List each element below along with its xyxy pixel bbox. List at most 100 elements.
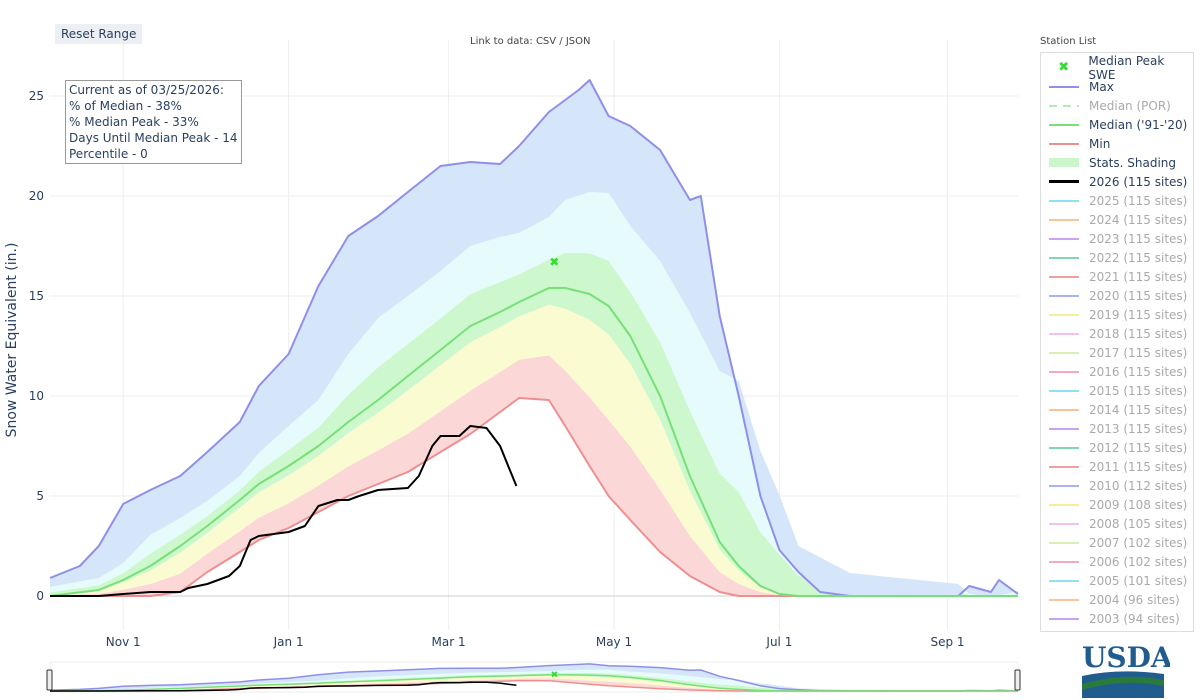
legend-label: 2014 (115 sites) <box>1089 402 1188 417</box>
info-line: % of Median - 38% <box>69 99 182 113</box>
legend-label: 2005 (101 sites) <box>1089 573 1188 588</box>
legend-swatch-icon <box>1049 104 1079 107</box>
legend-swatch-icon <box>1049 218 1079 221</box>
legend-swatch-icon <box>1049 579 1079 582</box>
median-peak-marker: ✖ <box>549 255 559 269</box>
legend-item[interactable]: 2025 (115 sites) <box>1041 191 1193 210</box>
legend-title: Station List <box>1040 36 1097 47</box>
legend-item[interactable]: Median (POR) <box>1041 96 1193 115</box>
x-tick-label: May 1 <box>596 635 632 649</box>
legend-swatch-icon <box>1049 256 1079 259</box>
legend-item[interactable]: 2013 (115 sites) <box>1041 419 1193 438</box>
x-tick-label: Nov 1 <box>106 635 141 649</box>
legend-item[interactable]: 2011 (115 sites) <box>1041 457 1193 476</box>
legend-label: 2004 (96 sites) <box>1089 592 1180 607</box>
legend-label: Max <box>1089 79 1114 94</box>
legend-label: 2017 (115 sites) <box>1089 345 1188 360</box>
legend-item[interactable]: Median ('91-'20) <box>1041 115 1193 134</box>
mini-band <box>50 663 1018 691</box>
legend-item[interactable]: ✖ Median Peak SWE <box>1041 54 1193 82</box>
mini-peak-marker: ✖ <box>551 670 559 680</box>
legend-item[interactable]: 2005 (101 sites) <box>1041 571 1193 590</box>
legend-label: 2023 (115 sites) <box>1089 231 1188 246</box>
legend-label: 2009 (108 sites) <box>1089 497 1188 512</box>
legend-item[interactable]: 2024 (115 sites) <box>1041 210 1193 229</box>
legend-label: 2010 (112 sites) <box>1089 478 1188 493</box>
legend-item[interactable]: 2010 (112 sites) <box>1041 476 1193 495</box>
data-link[interactable]: Link to data: CSV / JSON <box>470 36 591 47</box>
legend-item[interactable]: 2006 (102 sites) <box>1041 552 1193 571</box>
wy2026-line <box>50 425 518 597</box>
legend-item[interactable]: 2003 (94 sites) <box>1041 609 1193 628</box>
legend-label: Median Peak SWE <box>1088 53 1165 82</box>
x-tick-label: Jul 1 <box>765 635 792 649</box>
range-slider-handle[interactable] <box>1014 669 1021 691</box>
legend-swatch-icon <box>1049 313 1079 316</box>
legend-label: 2025 (115 sites) <box>1089 193 1188 208</box>
legend-item[interactable]: 2022 (115 sites) <box>1041 248 1193 267</box>
legend-swatch-icon <box>1049 199 1079 202</box>
legend-item[interactable]: 2016 (115 sites) <box>1041 362 1193 381</box>
info-line: % Median Peak - 33% <box>69 115 199 129</box>
stats-band <box>50 252 1018 597</box>
legend-swatch-icon <box>1049 541 1079 544</box>
legend-label: 2018 (115 sites) <box>1089 326 1188 341</box>
legend-swatch-icon <box>1049 180 1079 183</box>
legend-item[interactable]: 2023 (115 sites) <box>1041 229 1193 248</box>
legend-label: 2006 (102 sites) <box>1089 554 1188 569</box>
legend-label: Median (POR) <box>1089 98 1171 113</box>
x-tick-label: Mar 1 <box>432 635 466 649</box>
legend-swatch-icon <box>1049 332 1079 335</box>
y-tick-label: 20 <box>29 189 44 203</box>
current-info-box: Current as of 03/25/2026: % of Median - … <box>65 80 242 164</box>
legend-swatch-icon <box>1049 560 1079 563</box>
legend-swatch-icon <box>1049 484 1079 487</box>
y-tick-label: 5 <box>36 489 44 503</box>
legend-label: 2011 (115 sites) <box>1089 459 1188 474</box>
legend-swatch-icon <box>1049 275 1079 278</box>
legend-label: Median ('91-'20) <box>1089 117 1188 132</box>
legend-label: 2019 (115 sites) <box>1089 307 1188 322</box>
legend-item[interactable]: 2018 (115 sites) <box>1041 324 1193 343</box>
range-slider-handle[interactable] <box>46 669 53 691</box>
legend-item[interactable]: 2014 (115 sites) <box>1041 400 1193 419</box>
legend-swatch-icon <box>1049 617 1079 620</box>
legend-label: Min <box>1089 136 1111 151</box>
legend-swatch-icon <box>1049 598 1079 601</box>
legend-item[interactable]: 2021 (115 sites) <box>1041 267 1193 286</box>
legend-label: 2020 (115 sites) <box>1089 288 1188 303</box>
legend-label: 2024 (115 sites) <box>1089 212 1188 227</box>
legend-label: 2008 (105 sites) <box>1089 516 1188 531</box>
max-line <box>49 79 1019 597</box>
y-tick-label: 0 <box>36 589 44 603</box>
x-tick-label: Jan 1 <box>273 635 304 649</box>
legend-label: 2013 (115 sites) <box>1089 421 1188 436</box>
legend-item[interactable]: Max <box>1041 77 1193 96</box>
legend-item[interactable]: Min <box>1041 134 1193 153</box>
legend-item[interactable]: 2012 (115 sites) <box>1041 438 1193 457</box>
info-line: Percentile - 0 <box>69 147 148 161</box>
y-tick-label: 10 <box>29 389 44 403</box>
reset-range-button[interactable]: Reset Range <box>55 24 143 44</box>
legend-item[interactable]: Stats. Shading <box>1041 153 1193 172</box>
legend-item[interactable]: 2009 (108 sites) <box>1041 495 1193 514</box>
y-axis-label: Snow Water Equivalent (in.) <box>4 243 20 438</box>
y-tick-label: 25 <box>29 89 44 103</box>
legend-swatch-icon <box>1049 503 1079 506</box>
legend-item[interactable]: 2026 (115 sites) <box>1041 172 1193 191</box>
legend-item[interactable]: 2004 (96 sites) <box>1041 590 1193 609</box>
legend-label: 2022 (115 sites) <box>1089 250 1188 265</box>
legend-label: 2015 (115 sites) <box>1089 383 1188 398</box>
legend-item[interactable]: 2020 (115 sites) <box>1041 286 1193 305</box>
mini-median-line <box>49 674 1018 692</box>
x-tick-label: Sep 1 <box>930 635 964 649</box>
legend-item[interactable]: 2008 (105 sites) <box>1041 514 1193 533</box>
legend-item[interactable]: 2007 (102 sites) <box>1041 533 1193 552</box>
legend-item[interactable]: 2019 (115 sites) <box>1041 305 1193 324</box>
legend-item[interactable]: 2017 (115 sites) <box>1041 343 1193 362</box>
legend-swatch-icon <box>1049 294 1079 297</box>
legend-item[interactable]: 2015 (115 sites) <box>1041 381 1193 400</box>
legend-swatch-icon <box>1049 408 1079 411</box>
legend-swatch-icon <box>1049 465 1079 468</box>
